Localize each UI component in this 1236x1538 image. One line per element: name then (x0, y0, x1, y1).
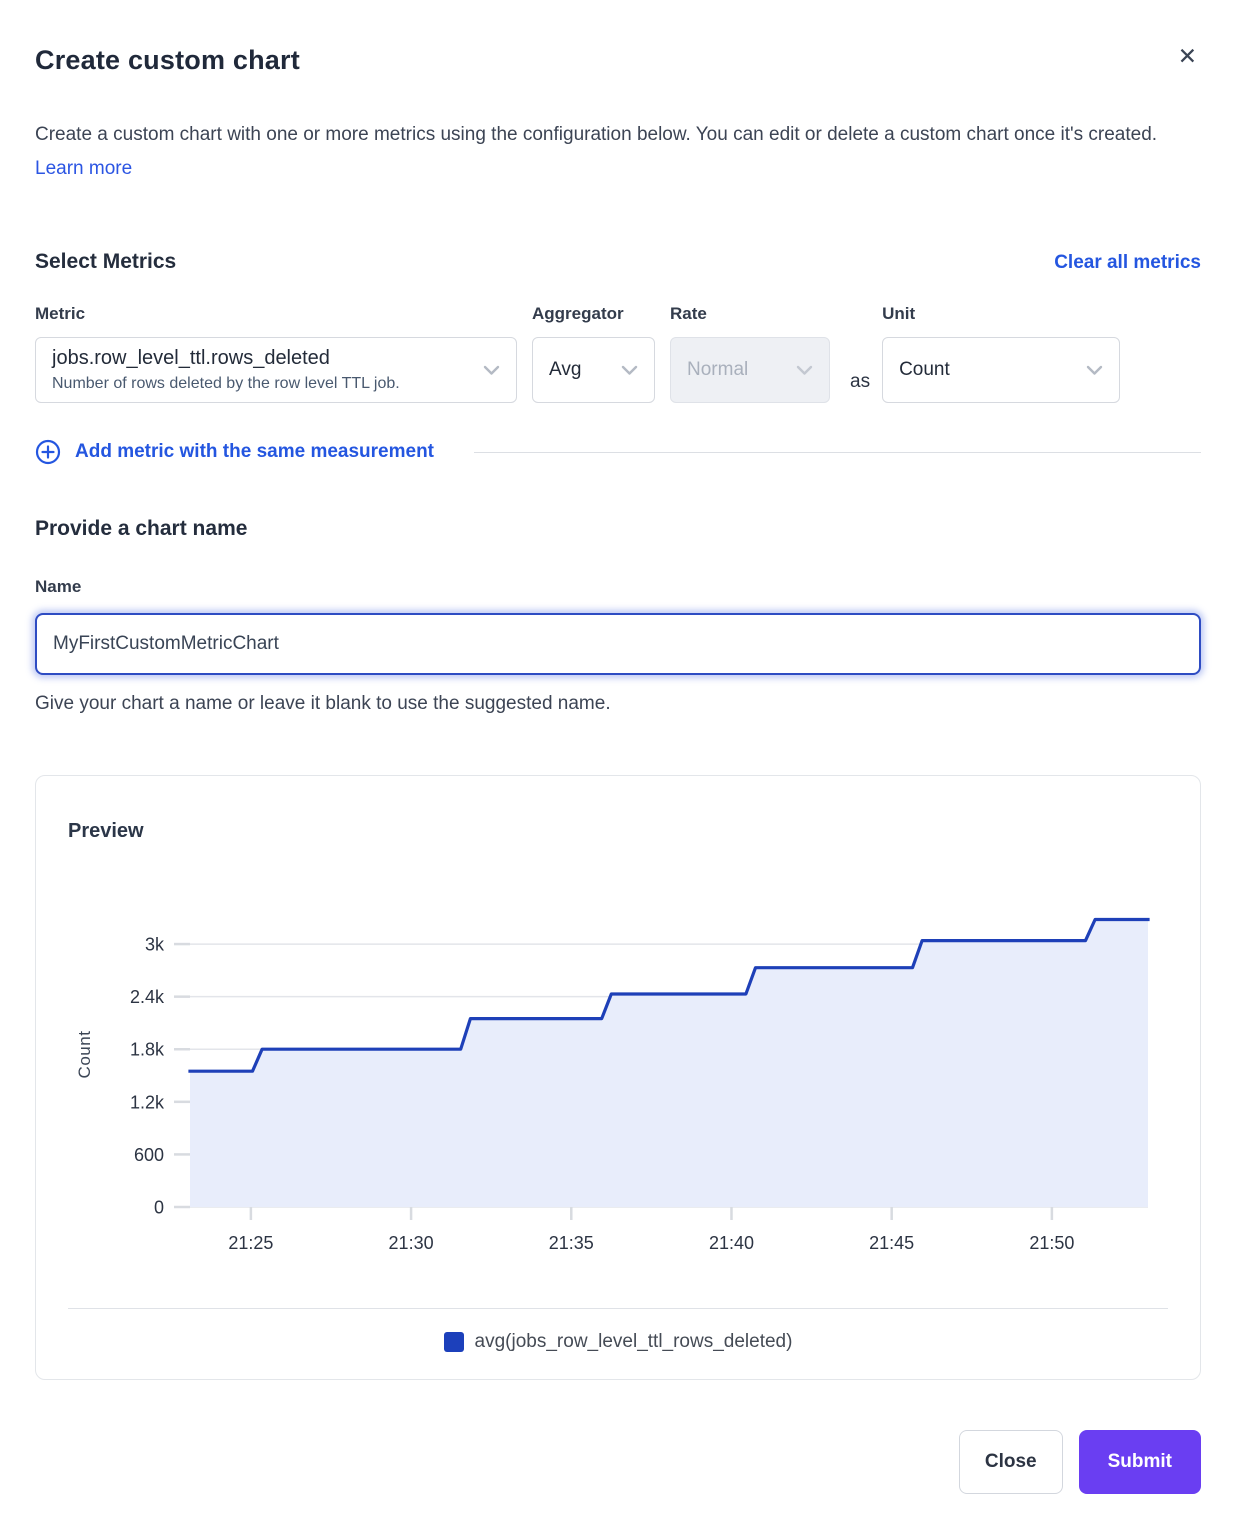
close-modal-button[interactable]: Close (958, 1430, 1063, 1494)
plus-circle-icon (35, 439, 61, 465)
unit-field: Unit Count (882, 304, 1121, 403)
modal-title: Create custom chart (35, 45, 300, 75)
legend-divider (68, 1308, 1168, 1309)
unit-select[interactable]: Count (882, 337, 1121, 403)
svg-text:21:35: 21:35 (549, 1233, 594, 1253)
unit-label: Unit (882, 304, 916, 323)
aggregator-field: Aggregator Avg (532, 304, 655, 403)
clear-all-metrics-link[interactable]: Clear all metrics (1054, 252, 1201, 273)
close-button[interactable]: ✕ (1174, 42, 1201, 70)
aggregator-select-value: Avg (549, 359, 582, 380)
legend-label: avg(jobs_row_level_ttl_rows_deleted) (474, 1331, 793, 1352)
rate-label: Rate (670, 304, 707, 323)
preview-chart: 0 600 1.2k 1.8k 2.4k 3k 21:25 21:30 21:35 21:40 21… (75, 917, 1150, 1253)
metric-select-value: jobs.row_level_ttl.rows_deleted (52, 347, 330, 369)
metric-field: Metric jobs.row_level_ttl.rows_deleted N… (35, 304, 517, 403)
close-icon: ✕ (1177, 43, 1197, 69)
svg-text:21:25: 21:25 (228, 1233, 273, 1253)
svg-text:21:40: 21:40 (709, 1233, 754, 1253)
name-helper-text: Give your chart a name or leave it blank… (35, 693, 611, 714)
metric-config-row: Metric jobs.row_level_ttl.rows_deleted N… (35, 304, 1201, 403)
add-metric-row: Add metric with the same measurement (35, 439, 1201, 465)
svg-text:21:30: 21:30 (389, 1233, 434, 1253)
modal-footer: Close Submit (35, 1430, 1201, 1494)
aggregator-label: Aggregator (532, 304, 624, 323)
svg-text:0: 0 (154, 1198, 164, 1218)
chevron-down-icon (796, 365, 813, 375)
rate-field: Rate Normal (670, 304, 830, 403)
select-metrics-header: Select Metrics Clear all metrics (35, 250, 1201, 274)
submit-button[interactable]: Submit (1078, 1430, 1201, 1494)
name-label: Name (35, 577, 82, 596)
add-metric-button[interactable]: Add metric with the same measurement (35, 439, 434, 465)
svg-text:21:45: 21:45 (869, 1233, 914, 1253)
svg-text:600: 600 (134, 1145, 164, 1165)
preview-card: Preview 0 600 1.2k 1.8k 2.4k 3k 21:25 21:30 21:3… (35, 775, 1201, 1380)
metric-label: Metric (35, 304, 86, 323)
aggregator-select[interactable]: Avg (532, 337, 655, 403)
svg-text:21:50: 21:50 (1029, 1233, 1074, 1253)
metric-select[interactable]: jobs.row_level_ttl.rows_deleted Number o… (35, 337, 517, 403)
chevron-down-icon (1086, 365, 1103, 375)
chevron-down-icon (483, 365, 500, 375)
modal-description: Create a custom chart with one or more m… (35, 118, 1185, 186)
metric-select-texts: jobs.row_level_ttl.rows_deleted Number o… (52, 347, 400, 393)
add-metric-label: Add metric with the same measurement (75, 441, 434, 462)
chevron-down-icon (621, 365, 638, 375)
svg-text:Count: Count (75, 1031, 94, 1079)
svg-text:1.8k: 1.8k (130, 1040, 165, 1060)
learn-more-link[interactable]: Learn more (35, 158, 133, 179)
rate-select-disabled: Normal (670, 337, 830, 403)
as-label: as (850, 371, 871, 392)
add-metric-divider (474, 451, 1201, 453)
svg-text:1.2k: 1.2k (130, 1092, 165, 1112)
metric-select-description: Number of rows deleted by the row level … (52, 375, 400, 392)
create-custom-chart-modal: Create custom chart ✕ Create a custom ch… (0, 42, 1236, 1494)
description-text: Create a custom chart with one or more m… (35, 124, 1158, 145)
chart-name-heading: Provide a chart name (35, 517, 248, 540)
legend-swatch (443, 1332, 464, 1352)
rate-select-value: Normal (687, 359, 749, 380)
svg-text:3k: 3k (145, 935, 165, 955)
svg-text:2.4k: 2.4k (130, 987, 165, 1007)
chart-legend: avg(jobs_row_level_ttl_rows_deleted) (68, 1331, 1168, 1353)
unit-select-value: Count (899, 359, 950, 380)
chart-container: 0 600 1.2k 1.8k 2.4k 3k 21:25 21:30 21:35 21:40 21… (68, 867, 1168, 1272)
preview-heading: Preview (68, 820, 144, 842)
select-metrics-heading: Select Metrics (35, 250, 177, 273)
modal-header: Create custom chart ✕ (35, 42, 1201, 78)
chart-name-input[interactable] (35, 613, 1201, 675)
